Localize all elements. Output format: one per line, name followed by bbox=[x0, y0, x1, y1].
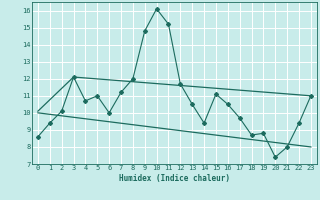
X-axis label: Humidex (Indice chaleur): Humidex (Indice chaleur) bbox=[119, 174, 230, 183]
